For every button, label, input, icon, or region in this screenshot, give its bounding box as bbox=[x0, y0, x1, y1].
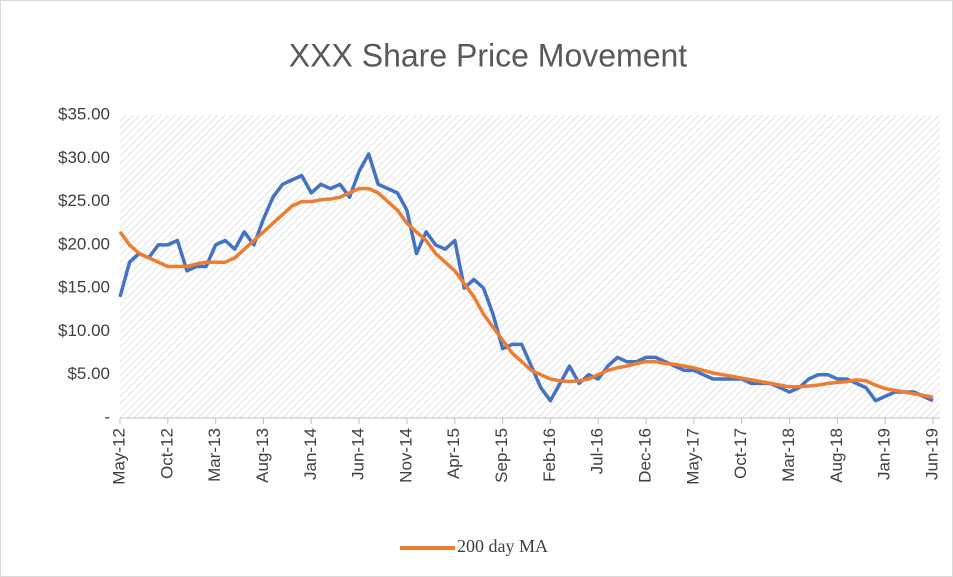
y-tick-label: $20.00 bbox=[58, 234, 110, 253]
y-tick-label: $25.00 bbox=[58, 191, 110, 210]
x-tick-label: Nov-14 bbox=[396, 428, 415, 483]
x-tick-label: Aug-13 bbox=[253, 428, 272, 483]
x-tick-label: Mar-13 bbox=[205, 428, 224, 482]
x-tick-label: Oct-12 bbox=[157, 428, 176, 479]
x-tick-label: Jan-14 bbox=[301, 428, 320, 480]
y-tick-label: $10.00 bbox=[58, 321, 110, 340]
x-tick-label: Sep-15 bbox=[492, 428, 511, 483]
x-tick-label: May-17 bbox=[683, 428, 702, 485]
x-tick-label: Apr-15 bbox=[444, 428, 463, 479]
x-tick-label: Aug-18 bbox=[827, 428, 846, 483]
x-tick-label: Oct-17 bbox=[731, 428, 750, 479]
x-tick-label: Jun-14 bbox=[349, 428, 368, 480]
y-tick-label: $35.00 bbox=[58, 104, 110, 123]
chart-title: XXX Share Price Movement bbox=[289, 37, 688, 73]
y-tick-label: $5.00 bbox=[67, 364, 110, 383]
x-tick-label: Feb-16 bbox=[540, 428, 559, 482]
x-tick-label: Jan-19 bbox=[875, 428, 894, 480]
x-tick-label: May-12 bbox=[109, 428, 128, 485]
y-tick-label: - bbox=[104, 407, 110, 426]
plot-area bbox=[120, 115, 940, 418]
legend-label: 200 day MA bbox=[457, 536, 548, 556]
y-tick-label: $15.00 bbox=[58, 278, 110, 297]
x-tick-label: Dec-16 bbox=[636, 428, 655, 483]
x-tick-label: Jun-19 bbox=[922, 428, 941, 480]
x-tick-label: Jul-16 bbox=[588, 428, 607, 474]
series-line bbox=[118, 186, 934, 399]
y-tick-label: $30.00 bbox=[58, 148, 110, 167]
x-tick-label: Mar-18 bbox=[779, 428, 798, 482]
